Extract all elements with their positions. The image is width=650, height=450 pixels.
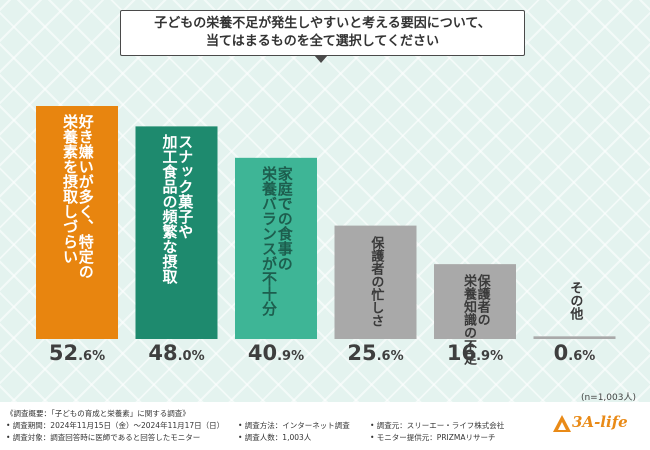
company-logo-icon xyxy=(553,415,571,432)
value-label-5-decimal: .9% xyxy=(476,349,504,364)
bar-label-2-line-2: 加工食品の頻繁な摂取 xyxy=(160,134,179,285)
bar-5 xyxy=(434,264,516,339)
bar-label-2: スナック菓子や 加工食品の頻繁な摂取 xyxy=(160,134,195,285)
bar-label-5-line-1: 保護者の xyxy=(474,274,490,327)
value-label-2-decimal: .0% xyxy=(177,349,205,364)
value-label-3: 40.9% xyxy=(231,341,321,365)
bar-label-4: 保護者の忙しさ xyxy=(368,235,384,327)
company-logo-text: 3A-life xyxy=(572,413,628,431)
bar-1 xyxy=(36,106,118,339)
value-label-6-integer: 0 xyxy=(553,341,569,365)
bar-2 xyxy=(135,126,218,339)
value-label-6-decimal: .6% xyxy=(568,349,596,364)
title-pointer-arrow xyxy=(314,55,328,63)
question-title-box: 子どもの栄養不足が発生しやすいと考える要因について、 当てはまるものを全て選択し… xyxy=(120,10,525,56)
value-label-1: 52.6% xyxy=(32,341,122,365)
value-label-4-integer: 25 xyxy=(347,341,377,365)
value-label-2: 48.0% xyxy=(132,341,222,365)
bar-label-1-line-2: 栄養素を摂取しづらい xyxy=(61,114,79,264)
survey-count: • 調査人数：1,003人 xyxy=(238,433,312,442)
question-title-line-1: 子どもの栄養不足が発生しやすいと考える要因について、 xyxy=(154,16,491,31)
value-label-4: 25.6% xyxy=(331,341,421,365)
bars-layer xyxy=(36,106,616,339)
bar-label-5-line-2: 栄養知識の不足 xyxy=(460,274,476,366)
monitor-provider: • モニター提供元：PRIZMAリサーチ xyxy=(370,433,496,442)
survey-footer: 《調査概要：「子どもの育成と栄養素」に関する調査》 • 調査期間：2024年11… xyxy=(0,402,650,450)
value-label-1-integer: 52 xyxy=(48,341,79,365)
value-label-2-integer: 48 xyxy=(148,341,178,365)
bar-label-3-line-2: 栄養バランスが不十分 xyxy=(260,165,278,316)
bar-3 xyxy=(235,157,317,339)
bar-6 xyxy=(533,336,616,339)
survey-title: 《調査概要：「子どもの育成と栄養素」に関する調査》 xyxy=(6,409,190,418)
survey-target: • 調査対象：調査回答時に医師であると回答したモニター xyxy=(6,433,201,442)
value-label-4-decimal: .6% xyxy=(376,349,404,364)
bar-4 xyxy=(334,225,417,339)
sample-size-note: (n=1,003人) xyxy=(580,393,636,403)
survey-method: • 調査方法：インターネット調査 xyxy=(238,421,350,430)
bar-label-2-line-1: スナック菓子や xyxy=(176,134,195,240)
value-label-6: 0.6% xyxy=(530,341,620,365)
bar-chart: 好き嫌いが多く、特定の 栄養素を摂取しづらい 52.6% スナック菓子や 加工食品の頻繁… xyxy=(32,106,620,366)
bar-label-6: その他 xyxy=(567,281,583,320)
value-label-3-integer: 40 xyxy=(247,341,278,365)
value-label-1-decimal: .6% xyxy=(78,349,106,364)
bar-label-5: 保護者の 栄養知識の不足 xyxy=(460,274,490,366)
survey-period: • 調査期間：2024年11月15日（金）〜2024年11月17日（日） xyxy=(6,421,225,430)
value-label-5-integer: 16 xyxy=(446,341,477,365)
bar-label-1-line-1: 好き嫌いが多く、特定の xyxy=(76,114,95,279)
bar-label-1: 好き嫌いが多く、特定の 栄養素を摂取しづらい xyxy=(61,114,95,279)
question-title-line-2: 当てはまるものを全て選択してください xyxy=(206,34,439,49)
bar-label-3-line-1: 家庭での食事の xyxy=(275,165,294,271)
bar-label-4-line-1: 保護者の忙しさ xyxy=(368,235,384,327)
bar-label-3: 家庭での食事の 栄養バランスが不十分 xyxy=(260,165,294,316)
bar-label-6-line-1: その他 xyxy=(567,281,583,320)
value-label-5: 16.9% xyxy=(430,341,520,365)
value-label-3-decimal: .9% xyxy=(277,349,305,364)
survey-source: • 調査元：スリーエー・ライフ株式会社 xyxy=(370,421,505,430)
